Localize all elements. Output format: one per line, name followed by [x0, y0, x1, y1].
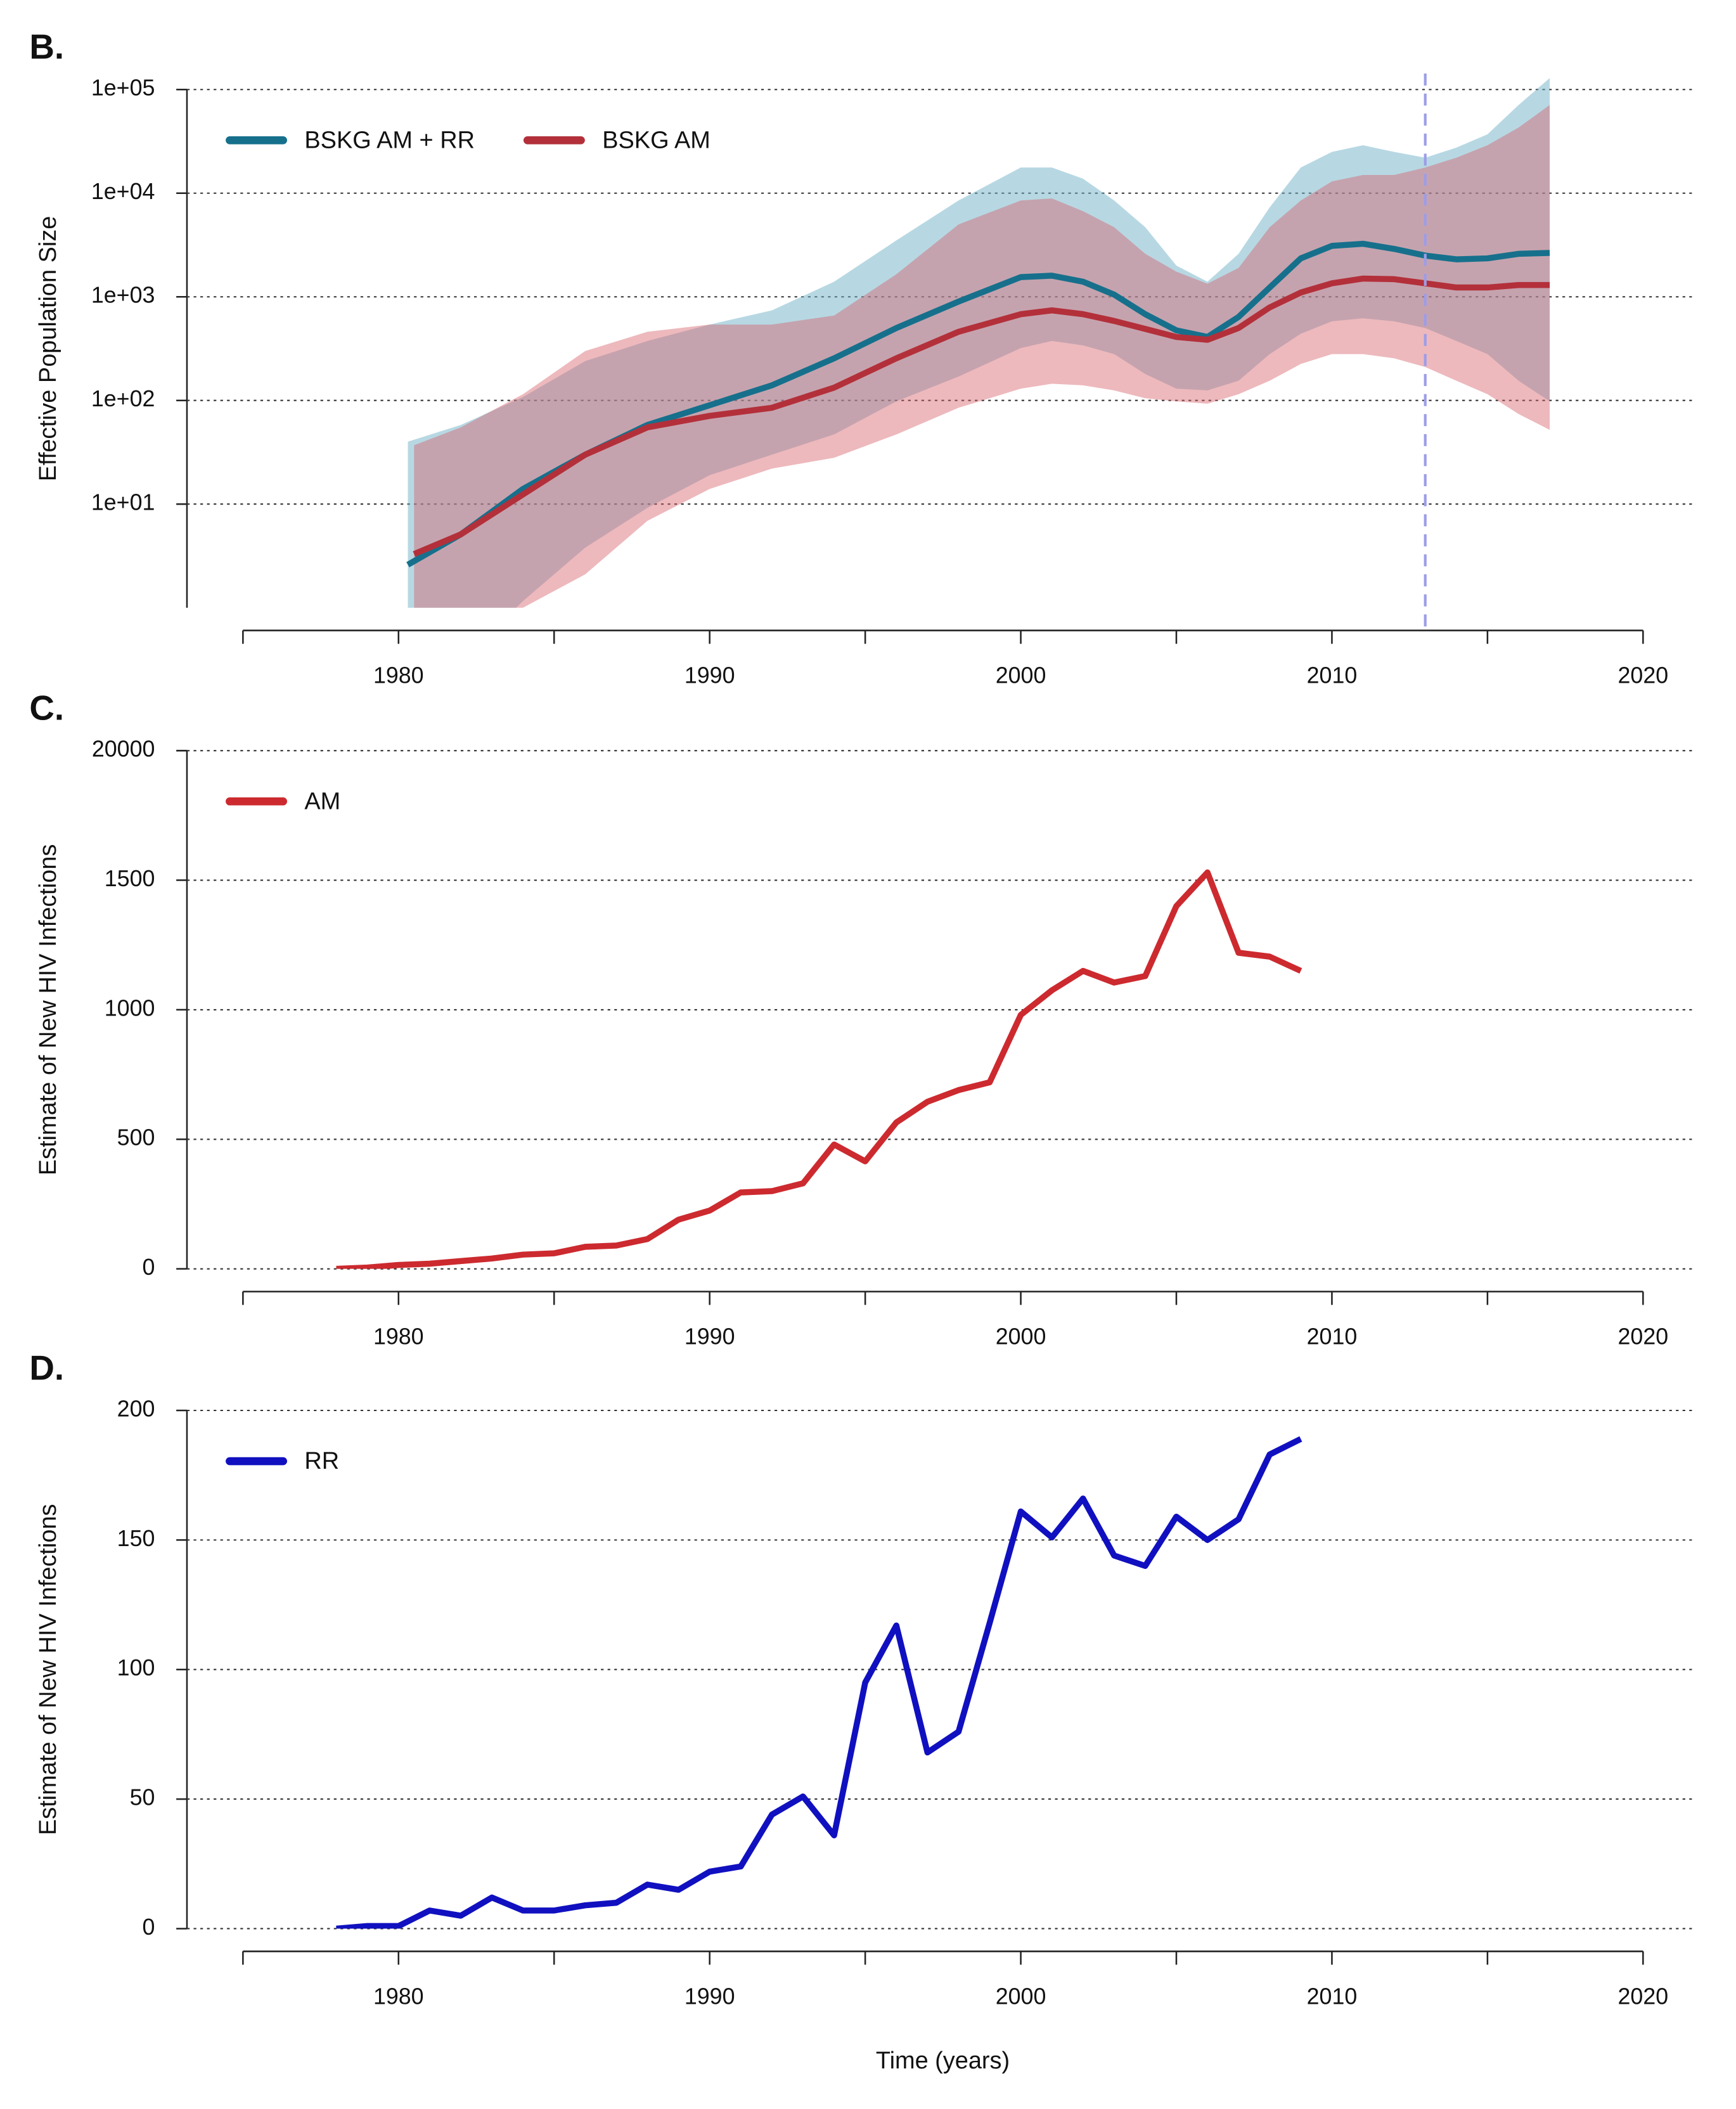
y-tick-label: 1e+05 — [91, 75, 155, 101]
y-tick-label: 200 — [117, 1396, 155, 1421]
y-axis-title: Effective Population Size — [35, 216, 61, 482]
y-tick-label: 1e+04 — [91, 179, 155, 204]
series-line — [413, 275, 1550, 557]
x-tick-label: 1990 — [685, 663, 735, 688]
plot-area — [336, 869, 1302, 1269]
legend-label: AM — [304, 788, 340, 815]
x-tick-label: 1990 — [685, 1324, 735, 1350]
y-tick-label: 150 — [117, 1526, 155, 1551]
x-axis-title: Time (years) — [876, 2048, 1010, 2074]
y-tick-label: 1e+03 — [91, 283, 155, 308]
legend-label: BSKG AM + RR — [304, 127, 475, 153]
series-line — [336, 1436, 1302, 1929]
plot-area — [336, 1436, 1302, 1929]
x-tick-label: 2000 — [996, 663, 1046, 688]
x-tick-label: 2010 — [1307, 1324, 1358, 1350]
x-tick-label: 2020 — [1618, 663, 1669, 688]
x-tick-label: 1990 — [685, 1983, 735, 2009]
x-tick-label: 1980 — [373, 663, 424, 688]
x-tick-label: 2000 — [996, 1983, 1046, 2009]
confidence-band — [408, 78, 1550, 608]
x-tick-label: 2010 — [1307, 663, 1358, 688]
plot-area — [406, 78, 1550, 608]
legend-label: RR — [304, 1448, 339, 1474]
y-axis-title: Estimate of New HIV Infections — [35, 1504, 61, 1835]
y-tick-label: 0 — [142, 1914, 155, 1940]
y-tick-label: 100 — [117, 1655, 155, 1680]
legend-label: BSKG AM — [602, 127, 710, 153]
y-tick-label: 20000 — [92, 737, 155, 762]
y-tick-label: 1e+02 — [91, 386, 155, 411]
confidence-band — [414, 105, 1550, 608]
x-tick-label: 2020 — [1618, 1324, 1669, 1350]
panel-label: C. — [29, 688, 64, 727]
y-tick-label: 1500 — [105, 866, 155, 891]
series-line — [406, 240, 1550, 567]
y-tick-label: 1000 — [105, 995, 155, 1021]
x-tick-label: 2010 — [1307, 1983, 1358, 2009]
y-axis-title: Estimate of New HIV Infections — [35, 844, 61, 1175]
x-tick-label: 2020 — [1618, 1983, 1669, 2009]
y-tick-label: 500 — [117, 1125, 155, 1151]
panel-label: D. — [29, 1348, 64, 1387]
x-tick-label: 1980 — [373, 1983, 424, 2009]
panel-label: B. — [29, 27, 64, 67]
x-tick-label: 1980 — [373, 1324, 424, 1350]
y-tick-label: 0 — [142, 1254, 155, 1280]
y-tick-label: 1e+01 — [91, 490, 155, 515]
x-tick-label: 2000 — [996, 1324, 1046, 1350]
series-line — [336, 869, 1302, 1269]
y-tick-label: 50 — [130, 1785, 155, 1810]
